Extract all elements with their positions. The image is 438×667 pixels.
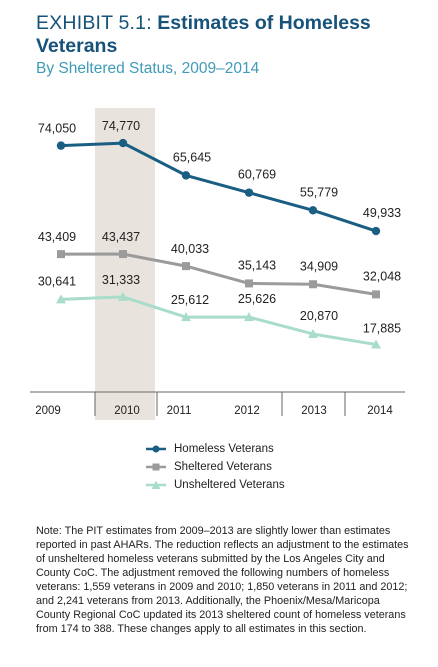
legend-item-0: Homeless Veterans: [146, 440, 285, 458]
data-label-0-2010: 74,770: [102, 119, 140, 133]
highlight-band-2010: [95, 108, 155, 420]
legend-swatch-2: [146, 480, 166, 489]
data-point-2-2011: [181, 312, 191, 322]
legend-marker-2: [151, 480, 161, 489]
legend-item-2: Unsheltered Veterans: [146, 476, 285, 494]
series-line-1: [60, 252, 377, 296]
data-label-2-2009: 30,641: [38, 274, 76, 288]
legend-marker-1: [152, 463, 160, 471]
data-point-2-2014: [371, 339, 381, 349]
data-label-1-2013: 34,909: [300, 259, 338, 273]
data-label-1-2010: 43,437: [102, 230, 140, 244]
data-label-1-2009: 43,409: [38, 230, 76, 244]
x-tick-label-2009: 2009: [35, 405, 61, 417]
data-label-2-2012: 25,626: [238, 292, 276, 306]
legend-label-2: Unsheltered Veterans: [174, 479, 285, 491]
data-point-2-2010: [118, 291, 128, 301]
legend-item-1: Sheltered Veterans: [146, 458, 285, 476]
data-label-2-2013: 20,870: [300, 309, 338, 323]
data-point-1-2009: [57, 250, 65, 259]
data-label-2-2010: 31,333: [102, 273, 140, 287]
data-label-0-2011: 65,645: [173, 150, 211, 164]
data-point-1-2011: [182, 262, 190, 271]
series-sheltered-veterans: 43,409 43,437 40,033 35,143 34,909 32,048: [38, 230, 401, 299]
data-point-1-2012: [245, 279, 253, 288]
legend-swatch-0: [146, 445, 166, 453]
series-line-2: [60, 295, 377, 347]
data-point-2-2009: [56, 294, 66, 304]
data-point-1-2013: [309, 280, 317, 289]
x-tick-label-2014: 2014: [367, 405, 393, 417]
legend-label-0: Homeless Veterans: [174, 443, 274, 455]
exhibit-number: EXHIBIT 5.1:: [36, 12, 152, 34]
data-point-0-2012: [244, 188, 254, 197]
chart-legend: Homeless Veterans Sheltered Veterans Unshe…: [146, 440, 285, 494]
data-label-1-2011: 40,033: [171, 242, 209, 256]
data-label-0-2014: 49,933: [363, 206, 401, 220]
chart-note: Note: The PIT estimates from 2009–2013 a…: [36, 525, 409, 635]
data-point-0-2011: [181, 171, 191, 180]
x-tick-label-2013: 2013: [301, 405, 327, 417]
series-line-0: [60, 141, 377, 233]
data-label-1-2012: 35,143: [238, 258, 276, 272]
data-label-0-2013: 55,779: [300, 185, 338, 199]
data-point-0-2014: [371, 226, 381, 236]
data-label-2-2014: 17,885: [363, 322, 401, 336]
x-tick-label-2011: 2011: [167, 405, 192, 417]
series-unsheltered-veterans: 30,641 31,333 25,612 25,626 20,870 17,885: [38, 273, 401, 349]
legend-swatch-1: [146, 463, 166, 471]
data-point-1-2010: [119, 250, 127, 259]
data-point-0-2010: [118, 138, 128, 148]
chart-subtitle: By Sheltered Status, 2009–2014: [36, 60, 260, 77]
data-label-0-2012: 60,769: [238, 168, 276, 182]
data-point-2-2013: [308, 328, 318, 338]
chart-title: EXHIBIT 5.1: Estimates of Homeless Veter…: [36, 12, 426, 58]
data-point-0-2013: [308, 206, 318, 215]
data-label-0-2009: 74,050: [38, 122, 76, 136]
x-tick-label-2010: 2010: [114, 405, 140, 417]
legend-label-1: Sheltered Veterans: [174, 461, 272, 473]
data-label-2-2011: 25,612: [171, 293, 209, 307]
line-chart: 2009 2010 2011 2012 2013 2014 74,050 74,770 65,6…: [30, 108, 405, 420]
data-point-1-2014: [372, 290, 380, 299]
title-text: Estimates of Homeless Veterans: [36, 12, 371, 57]
legend-marker-0: [152, 445, 160, 453]
data-point-2-2012: [244, 312, 254, 322]
series-homeless-veterans: 74,050 74,770 65,645 60,769 55,779 49,933: [38, 119, 401, 236]
data-label-1-2014: 32,048: [363, 269, 401, 283]
chart-header: EXHIBIT 5.1: Estimates of Homeless Veter…: [36, 12, 426, 78]
data-point-0-2009: [56, 141, 66, 150]
x-tick-label-2012: 2012: [234, 405, 260, 417]
